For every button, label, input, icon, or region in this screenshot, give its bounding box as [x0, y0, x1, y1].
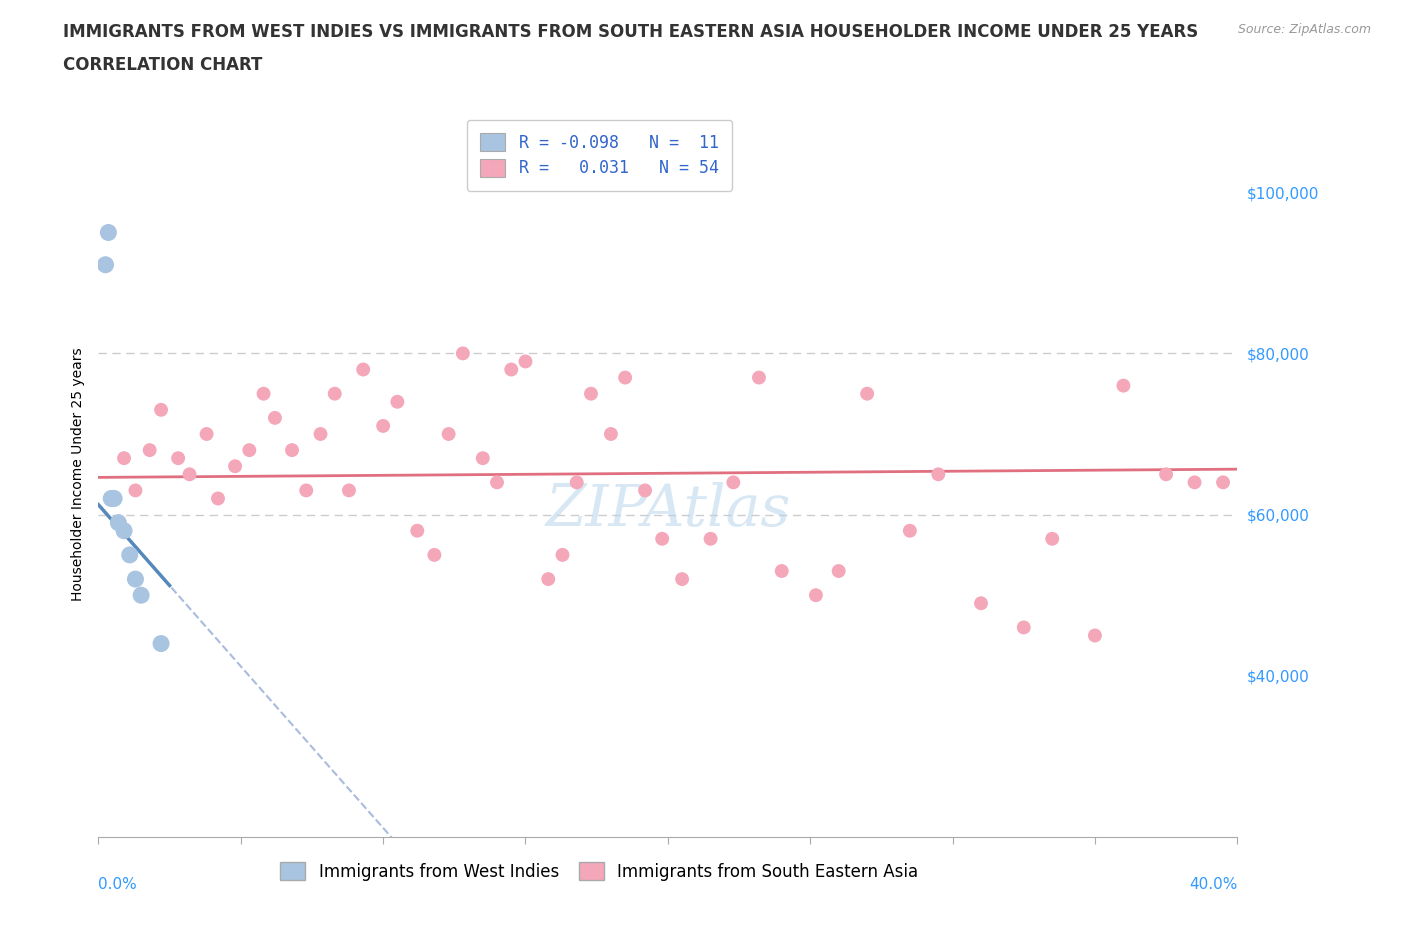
- Point: [387, 394, 409, 409]
- Text: Source: ZipAtlas.com: Source: ZipAtlas.com: [1237, 23, 1371, 36]
- Point: [167, 451, 190, 466]
- Point: [515, 354, 537, 369]
- Point: [671, 572, 693, 587]
- Point: [94, 258, 117, 272]
- Point: [579, 386, 602, 401]
- Point: [1154, 467, 1177, 482]
- Point: [195, 427, 218, 442]
- Point: [97, 225, 120, 240]
- Point: [1212, 475, 1234, 490]
- Point: [927, 467, 949, 482]
- Point: [501, 362, 523, 377]
- Point: [600, 427, 623, 442]
- Point: [264, 410, 287, 425]
- Point: [828, 564, 851, 578]
- Point: [551, 548, 574, 563]
- Point: [207, 491, 229, 506]
- Point: [103, 491, 125, 506]
- Point: [634, 483, 657, 498]
- Point: [748, 370, 770, 385]
- Point: [352, 362, 374, 377]
- Point: [856, 386, 879, 401]
- Point: [423, 548, 446, 563]
- Point: [723, 475, 745, 490]
- Point: [565, 475, 588, 490]
- Point: [1184, 475, 1206, 490]
- Point: [770, 564, 793, 578]
- Point: [129, 588, 152, 603]
- Point: [112, 451, 135, 466]
- Point: [309, 427, 332, 442]
- Point: [1084, 628, 1107, 643]
- Point: [451, 346, 474, 361]
- Text: 40.0%: 40.0%: [1189, 877, 1237, 892]
- Point: [614, 370, 637, 385]
- Point: [124, 483, 146, 498]
- Point: [238, 443, 260, 458]
- Text: 0.0%: 0.0%: [98, 877, 138, 892]
- Text: ZIPAtlas: ZIPAtlas: [546, 483, 790, 538]
- Text: IMMIGRANTS FROM WEST INDIES VS IMMIGRANTS FROM SOUTH EASTERN ASIA HOUSEHOLDER IN: IMMIGRANTS FROM WEST INDIES VS IMMIGRANT…: [63, 23, 1198, 41]
- Point: [100, 491, 122, 506]
- Point: [537, 572, 560, 587]
- Point: [471, 451, 494, 466]
- Point: [651, 531, 673, 546]
- Point: [1012, 620, 1035, 635]
- Point: [486, 475, 509, 490]
- Point: [804, 588, 827, 603]
- Point: [138, 443, 160, 458]
- Point: [1112, 379, 1135, 393]
- Point: [1040, 531, 1063, 546]
- Point: [371, 418, 394, 433]
- Point: [150, 636, 173, 651]
- Y-axis label: Householder Income Under 25 years: Householder Income Under 25 years: [70, 348, 84, 601]
- Point: [107, 515, 129, 530]
- Point: [437, 427, 460, 442]
- Point: [337, 483, 360, 498]
- Point: [970, 596, 993, 611]
- Point: [699, 531, 721, 546]
- Point: [179, 467, 201, 482]
- Point: [124, 572, 146, 587]
- Point: [295, 483, 318, 498]
- Point: [224, 458, 246, 473]
- Legend: Immigrants from West Indies, Immigrants from South Eastern Asia: Immigrants from West Indies, Immigrants …: [267, 849, 932, 894]
- Point: [898, 524, 921, 538]
- Point: [281, 443, 304, 458]
- Point: [323, 386, 346, 401]
- Point: [150, 403, 173, 418]
- Point: [406, 524, 429, 538]
- Point: [112, 524, 135, 538]
- Point: [118, 548, 141, 563]
- Point: [252, 386, 274, 401]
- Text: CORRELATION CHART: CORRELATION CHART: [63, 56, 263, 73]
